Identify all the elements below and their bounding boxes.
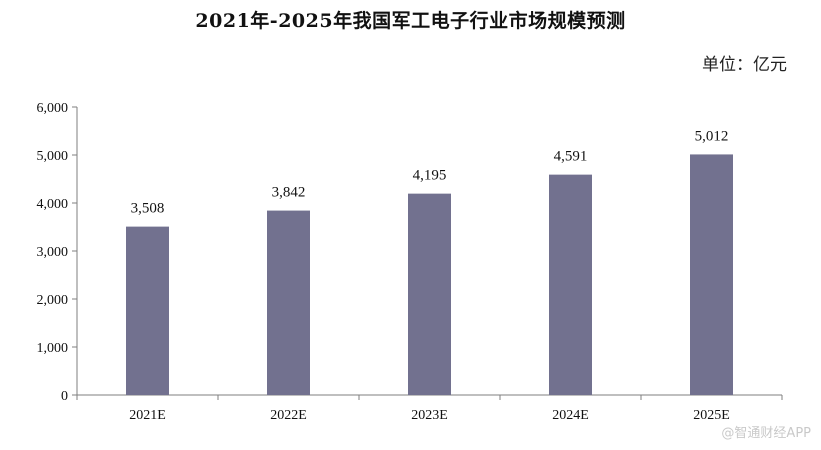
unit-label: 单位：亿元 <box>702 55 787 75</box>
data-label: 3,508 <box>131 201 165 217</box>
bar-2025E <box>690 154 733 395</box>
data-label: 3,842 <box>272 185 306 201</box>
data-labels: 3,508 3,842 4,195 4,591 5,012 <box>131 128 729 216</box>
y-tick-label: 3,000 <box>37 245 69 260</box>
bar-2021E <box>126 226 169 395</box>
data-label: 4,195 <box>413 168 447 184</box>
bars <box>126 154 733 395</box>
y-axis: 0 1,000 2,000 3,000 4,000 5,000 6,000 <box>37 101 78 404</box>
y-tick-label: 5,000 <box>37 149 69 164</box>
watermark: @智通财经APP <box>721 426 811 441</box>
x-tick-label: 2023E <box>411 408 448 423</box>
data-label: 5,012 <box>695 128 729 144</box>
x-tick-label: 2025E <box>693 408 730 423</box>
y-tick-label: 1,000 <box>37 341 69 356</box>
bar-2024E <box>549 174 592 395</box>
data-label: 4,591 <box>554 149 588 165</box>
bar-2023E <box>408 193 451 395</box>
chart-title: 2021年-2025年我国军工电子行业市场规模预测 <box>195 10 626 32</box>
x-tick-label: 2021E <box>129 408 166 423</box>
y-tick-label: 2,000 <box>37 293 69 308</box>
x-axis: 2021E 2022E 2023E 2024E 2025E <box>76 394 783 423</box>
y-tick-label: 6,000 <box>37 101 69 116</box>
x-tick-label: 2022E <box>270 408 307 423</box>
x-tick-label: 2024E <box>552 408 589 423</box>
bar-2022E <box>267 210 310 395</box>
y-tick-label: 4,000 <box>37 197 69 212</box>
y-tick-label: 0 <box>61 389 68 404</box>
